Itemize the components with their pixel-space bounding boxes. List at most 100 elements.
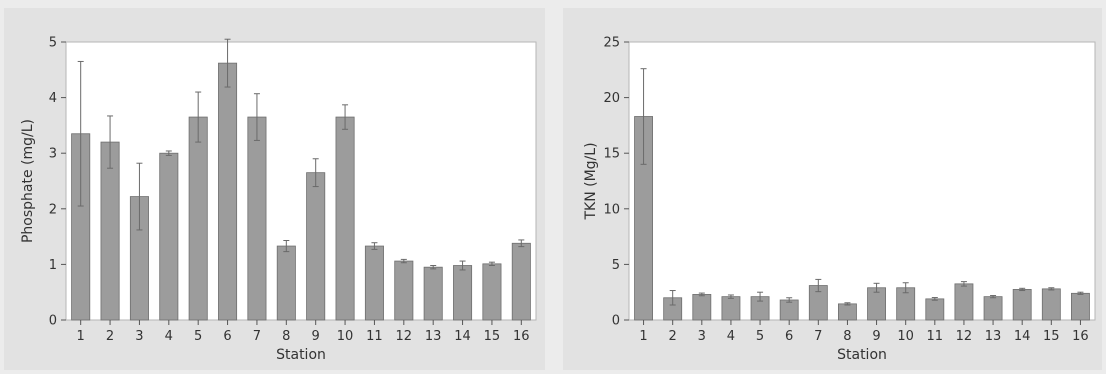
chart0-bar-station-9	[306, 172, 326, 321]
chart1-error-bar-station-3	[698, 292, 705, 297]
chart0-bar-station-12	[394, 260, 414, 321]
chart0-error-bar-station-1	[77, 60, 84, 207]
chart0-error-bar-station-13	[430, 265, 437, 270]
chart1-error-bar-station-7	[815, 278, 822, 293]
chart0-bar-station-10	[335, 116, 355, 321]
chart0-x-tick-label: 5	[194, 329, 202, 344]
chart0-x-tick-label: 11	[366, 329, 383, 344]
chart1-x-tick-label: 11	[927, 329, 944, 344]
chart1-bar-station-14	[1012, 289, 1032, 321]
chart0-bar-station-11	[364, 245, 384, 321]
chart0-error-bar-station-9	[312, 158, 319, 188]
chart0-y-tick-label: 2	[49, 202, 57, 217]
chart0-error-bar-station-12	[400, 258, 407, 264]
chart0-bar-station-15	[482, 263, 502, 321]
chart0-x-tick-label: 1	[77, 329, 85, 344]
chart0-bar-station-5	[188, 116, 208, 321]
chart1-x-axis-title: Station	[837, 347, 887, 363]
chart1-x-tick-label: 15	[1043, 329, 1060, 344]
chart1-y-tick-label: 0	[612, 314, 620, 329]
chart1-x-tick-label: 8	[843, 329, 851, 344]
chart1-error-bar-station-9	[873, 282, 880, 293]
chart1-x-tick-label: 5	[756, 329, 764, 344]
chart1-y-tick-label: 15	[603, 147, 620, 162]
chart0-error-bar-station-6	[224, 38, 231, 88]
chart0-x-tick-label: 6	[223, 329, 231, 344]
chart1-error-bar-station-11	[931, 297, 938, 301]
chart1-bar-station-13	[983, 296, 1003, 321]
chart0-y-tick-label: 5	[49, 36, 57, 51]
chart0-bar-station-4	[159, 152, 179, 321]
chart0-y-axis-title: Phosphate (mg/L)	[20, 119, 36, 243]
chart1-y-tick-label: 10	[603, 202, 620, 217]
chart0-x-tick-label: 4	[165, 329, 173, 344]
chart1-x-tick-label: 12	[956, 329, 973, 344]
chart0-x-tick-label: 10	[337, 329, 354, 344]
chart1-error-bar-station-12	[960, 281, 967, 287]
chart1-x-tick-label: 14	[1014, 329, 1031, 344]
chart0-bar-station-7	[247, 116, 267, 321]
chart1-error-bar-station-8	[844, 302, 851, 306]
chart1-y-tick-label: 20	[603, 91, 620, 106]
chart0-error-bar-station-15	[488, 261, 495, 267]
chart1-bar-station-4	[721, 296, 741, 321]
chart1-error-bar-station-16	[1077, 291, 1084, 295]
chart0-error-bar-station-11	[371, 242, 378, 250]
chart0-error-bar-station-8	[283, 239, 290, 253]
chart1-x-tick-label: 4	[727, 329, 735, 344]
chart1-x-tick-label: 7	[814, 329, 822, 344]
chart1-y-axis-title: TKN (Mg/L)	[583, 142, 599, 220]
chart1-bar-station-8	[838, 303, 857, 321]
chart0-y-tick-label: 0	[49, 314, 57, 329]
tkn-chart-panel: 0 5 10 15 20 25 1 2 3 4 5 6 7 8 9 10 11 12 13 14 15 16 Station…	[563, 8, 1102, 370]
chart0-bar-station-2	[100, 141, 120, 321]
chart1-bar-station-3	[692, 294, 712, 321]
chart0-y-tick-label: 4	[49, 91, 57, 106]
chart0-error-bar-station-16	[518, 239, 525, 248]
chart1-x-tick-label: 9	[872, 329, 880, 344]
chart1-bar-station-12	[954, 283, 974, 321]
phosphate-chart-panel: 0 1 2 3 4 5 1 2 3 4 5 6 7 8 9 10 11 12 13 14 15 16 Station Phos…	[4, 8, 545, 370]
chart0-bar-station-6	[218, 62, 238, 321]
chart1-bar-station-15	[1041, 288, 1061, 321]
chart0-x-tick-label: 12	[396, 329, 413, 344]
chart1-y-tick-label: 25	[603, 36, 620, 51]
chart1-x-tick-label: 6	[785, 329, 793, 344]
chart0-x-tick-label: 13	[425, 329, 442, 344]
chart0-y-tick-label: 3	[49, 147, 57, 162]
chart0-x-tick-label: 8	[282, 329, 290, 344]
chart0-error-bar-station-10	[342, 104, 349, 130]
chart0-error-bar-station-7	[253, 93, 260, 141]
chart1-bar-station-16	[1071, 292, 1090, 321]
chart1-bar-station-11	[925, 298, 945, 321]
chart0-y-tick-label: 1	[49, 258, 57, 273]
chart0-x-tick-label: 9	[312, 329, 320, 344]
chart1-x-tick-label: 16	[1072, 329, 1089, 344]
chart0-x-tick-label: 7	[253, 329, 261, 344]
chart0-bar-station-13	[423, 266, 443, 321]
chart0-x-tick-label: 14	[454, 329, 471, 344]
chart1-x-tick-label: 1	[639, 329, 647, 344]
chart0-x-tick-label: 2	[106, 329, 114, 344]
chart1-error-bar-station-5	[757, 291, 764, 302]
chart0-x-tick-label: 15	[484, 329, 501, 344]
chart0-error-bar-station-2	[107, 115, 114, 169]
chart1-error-bar-station-1	[640, 68, 647, 165]
chart1-x-tick-label: 13	[985, 329, 1002, 344]
chart0-bar-station-16	[511, 242, 531, 321]
chart1-error-bar-station-4	[727, 294, 734, 299]
chart0-error-bar-station-3	[136, 162, 143, 231]
chart1-error-bar-station-13	[990, 295, 997, 299]
chart1-x-tick-label: 10	[897, 329, 914, 344]
chart1-plot-area	[628, 41, 1096, 321]
chart1-x-tick-label: 3	[698, 329, 706, 344]
chart1-error-bar-station-15	[1048, 287, 1055, 291]
chart0-error-bar-station-14	[459, 260, 466, 271]
chart0-bar-station-8	[276, 245, 296, 321]
chart1-x-tick-label: 2	[669, 329, 677, 344]
chart1-error-bar-station-14	[1019, 287, 1026, 292]
chart1-error-bar-station-2	[669, 290, 676, 306]
